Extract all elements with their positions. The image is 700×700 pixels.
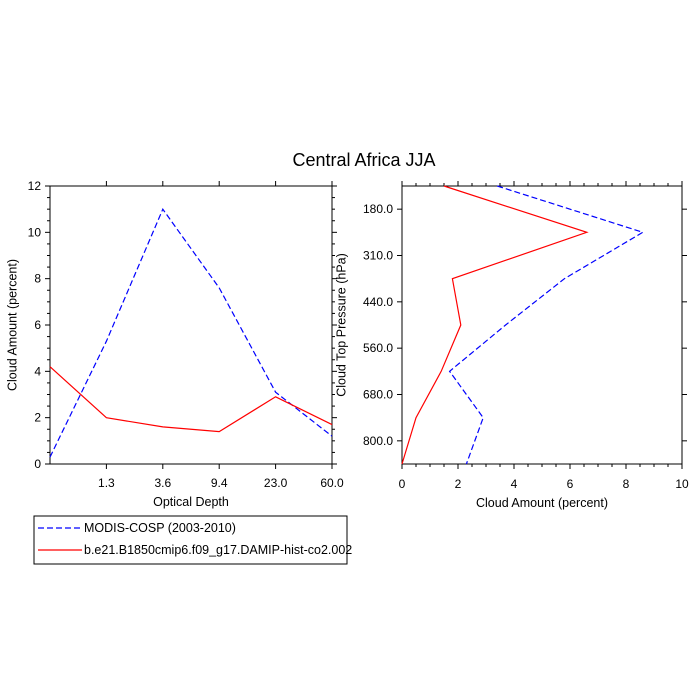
chart-title: Central Africa JJA — [292, 150, 435, 170]
right-y-tick-label: 800.0 — [363, 434, 393, 448]
right-y-tick-label: 680.0 — [363, 388, 393, 402]
right-x-tick-label: 2 — [455, 477, 462, 491]
right-panel: Cloud Amount (percent) Cloud Top Pressur… — [334, 181, 689, 510]
legend-label-model: b.e21.B1850cmip6.f09_g17.DAMIP-hist-co2.… — [84, 543, 352, 557]
left-y-tick-label: 12 — [28, 179, 42, 193]
legend-label-modis: MODIS-COSP (2003-2010) — [84, 521, 236, 535]
left-plot-frame — [49, 185, 333, 465]
left-panel: Optical Depth Cloud Amount (percent) 0 2 4… — [5, 179, 344, 509]
left-x-tick-label: 1.3 — [98, 476, 115, 490]
left-y-tick-label: 2 — [34, 411, 41, 425]
left-y-tick-label: 8 — [34, 272, 41, 286]
right-y-tick-label: 180.0 — [363, 202, 393, 216]
left-y-tick-label: 6 — [34, 318, 41, 332]
left-y-axis-title: Cloud Amount (percent) — [5, 259, 19, 391]
right-series-1-line — [401, 185, 589, 465]
right-plot-frame — [401, 185, 683, 465]
left-series-0-line — [49, 207, 333, 458]
right-y-tick-label: 560.0 — [363, 341, 393, 355]
left-x-tick-label: 23.0 — [264, 476, 288, 490]
left-y-tick-label: 4 — [34, 364, 41, 378]
left-y-tick-label: 0 — [34, 457, 41, 471]
right-x-axis-title: Cloud Amount (percent) — [476, 496, 608, 510]
right-y-tick-label: 440.0 — [363, 295, 393, 309]
left-x-tick-label: 9.4 — [211, 476, 228, 490]
legend: MODIS-COSP (2003-2010) b.e21.B1850cmip6.… — [33, 515, 352, 565]
right-y-tick-label: 310.0 — [363, 249, 393, 263]
left-x-tick-label: 3.6 — [154, 476, 171, 490]
right-series-0-line — [448, 185, 645, 465]
right-x-tick-label: 0 — [399, 477, 406, 491]
right-x-tick-label: 8 — [623, 477, 630, 491]
left-x-axis-title: Optical Depth — [153, 495, 229, 509]
left-y-tick-label: 10 — [28, 225, 42, 239]
right-y-axis-title: Cloud Top Pressure (hPa) — [334, 253, 348, 397]
right-x-tick-label: 10 — [675, 477, 689, 491]
right-x-tick-label: 4 — [511, 477, 518, 491]
legend-box — [33, 515, 348, 565]
left-series-1-line — [49, 366, 333, 433]
right-x-tick-label: 6 — [567, 477, 574, 491]
left-x-tick-label: 60.0 — [320, 476, 344, 490]
